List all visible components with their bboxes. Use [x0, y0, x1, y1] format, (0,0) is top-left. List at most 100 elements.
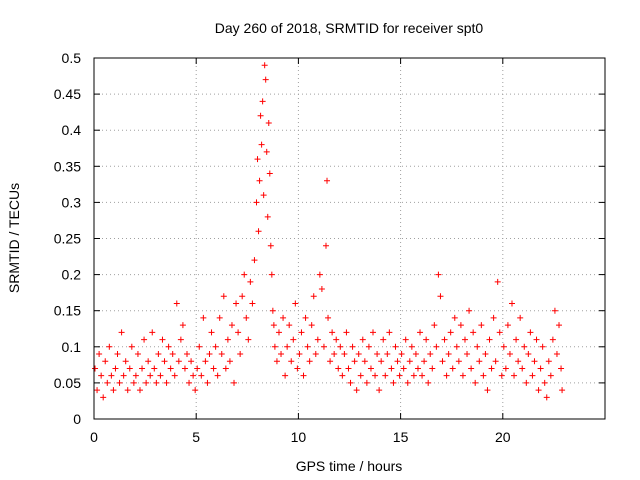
- data-point: [188, 358, 195, 365]
- data-point: [427, 351, 434, 358]
- y-tick-label: 0.05: [54, 375, 81, 391]
- data-point: [461, 336, 468, 343]
- data-point: [214, 372, 221, 379]
- data-point: [161, 358, 168, 365]
- data-point: [132, 372, 139, 379]
- data-point: [519, 365, 526, 372]
- data-point: [455, 358, 462, 365]
- data-point: [260, 192, 267, 199]
- data-point: [404, 379, 411, 386]
- y-tick-label: 0.15: [54, 303, 81, 319]
- data-point: [263, 148, 270, 155]
- data-point: [273, 358, 280, 365]
- data-point: [492, 358, 499, 365]
- data-point: [308, 322, 315, 329]
- data-point: [92, 365, 99, 372]
- data-point: [345, 365, 352, 372]
- data-point: [435, 271, 442, 278]
- data-point: [118, 329, 125, 336]
- data-point: [262, 76, 269, 83]
- tick-labels: 0 5 10 15 20 0 0.05 0.1 0.15 0.2 0.25 0.3 0.35 0.4 0.4…: [54, 50, 511, 445]
- data-point: [165, 343, 172, 350]
- data-point: [268, 271, 275, 278]
- data-point: [288, 358, 295, 365]
- data-point: [266, 170, 273, 177]
- data-point: [351, 358, 358, 365]
- data-point: [464, 351, 471, 358]
- data-point: [200, 314, 207, 321]
- grid: [94, 58, 605, 419]
- data-point: [370, 329, 377, 336]
- data-point: [355, 351, 362, 358]
- plot-frame: [93, 57, 606, 420]
- data-point: [169, 351, 176, 358]
- data-point: [363, 379, 370, 386]
- data-point: [128, 343, 135, 350]
- data-point: [216, 314, 223, 321]
- data-point: [218, 351, 225, 358]
- data-point: [406, 358, 413, 365]
- y-tick-label: 0: [73, 411, 81, 427]
- data-point: [335, 365, 342, 372]
- data-point: [269, 307, 276, 314]
- data-point: [480, 372, 487, 379]
- data-point: [271, 343, 278, 350]
- data-point: [372, 372, 379, 379]
- data-point: [147, 372, 154, 379]
- data-point: [108, 372, 115, 379]
- data-point: [245, 336, 252, 343]
- data-point: [429, 365, 436, 372]
- data-point: [357, 372, 364, 379]
- data-point: [312, 351, 319, 358]
- data-point: [130, 379, 137, 386]
- data-point: [94, 387, 101, 394]
- data-point: [559, 387, 566, 394]
- data-point: [441, 336, 448, 343]
- data-point: [478, 322, 485, 329]
- data-point: [194, 365, 201, 372]
- data-point: [400, 365, 407, 372]
- data-point: [535, 387, 542, 394]
- data-point: [254, 156, 261, 163]
- data-point: [533, 336, 540, 343]
- data-point: [490, 314, 497, 321]
- data-point: [459, 372, 466, 379]
- data-point: [396, 372, 403, 379]
- data-point: [275, 329, 282, 336]
- y-tick-label: 0.4: [62, 122, 82, 138]
- data-point: [122, 358, 129, 365]
- data-point: [447, 329, 454, 336]
- data-point: [547, 372, 554, 379]
- data-point: [296, 351, 303, 358]
- data-point: [545, 358, 552, 365]
- data-point: [196, 343, 203, 350]
- data-point: [331, 351, 338, 358]
- data-point: [347, 379, 354, 386]
- data-point: [341, 351, 348, 358]
- data-point: [511, 372, 518, 379]
- data-point: [175, 358, 182, 365]
- data-point: [453, 343, 460, 350]
- data-point: [525, 351, 532, 358]
- data-point: [228, 322, 235, 329]
- data-point: [423, 336, 430, 343]
- y-tick-label: 0.1: [62, 339, 82, 355]
- data-point: [157, 372, 164, 379]
- data-point: [367, 365, 374, 372]
- data-point: [159, 336, 166, 343]
- data-point: [202, 358, 209, 365]
- data-point: [134, 351, 141, 358]
- data-point: [417, 329, 424, 336]
- data-point: [318, 286, 325, 293]
- x-tick-label: 10: [291, 429, 307, 445]
- data-point: [251, 257, 258, 264]
- data-point: [539, 343, 546, 350]
- y-tick-label: 0.45: [54, 86, 81, 102]
- data-point: [531, 358, 538, 365]
- data-point: [433, 343, 440, 350]
- data-point: [376, 387, 383, 394]
- data-point: [184, 351, 191, 358]
- data-point: [120, 372, 127, 379]
- data-point: [145, 358, 152, 365]
- data-point: [314, 336, 321, 343]
